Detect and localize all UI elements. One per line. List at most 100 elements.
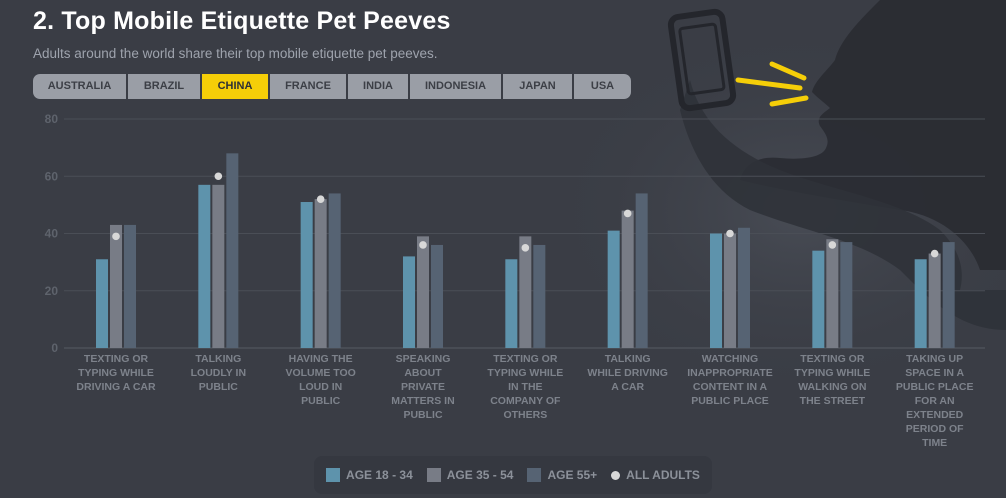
bar[interactable] xyxy=(124,224,136,348)
tab-india[interactable]: INDIA xyxy=(348,74,410,99)
bar[interactable] xyxy=(431,244,443,348)
category-label: PUBLIC xyxy=(199,381,239,393)
category-label: TAKING UP xyxy=(906,353,963,365)
tab-brazil[interactable]: BRAZIL xyxy=(128,74,202,99)
person-silhouette xyxy=(740,0,1006,270)
all-adults-dot[interactable] xyxy=(112,232,120,241)
tab-japan[interactable]: JAPAN xyxy=(503,74,574,99)
category-label: TIME xyxy=(922,437,947,449)
all-adults-dot[interactable] xyxy=(726,229,734,238)
category-label: MATTERS IN xyxy=(391,395,454,407)
legend-item-age-18-34[interactable]: AGE 18 - 34 xyxy=(326,468,413,482)
bar[interactable] xyxy=(96,259,108,348)
category-label: PUBLIC xyxy=(403,409,443,421)
category-label: TEXTING OR xyxy=(800,353,865,365)
bar[interactable] xyxy=(403,256,415,348)
tab-australia[interactable]: AUSTRALIA xyxy=(33,74,128,99)
y-tick-label: 60 xyxy=(45,169,59,183)
page-title: 2. Top Mobile Etiquette Pet Peeves xyxy=(33,7,451,35)
legend: AGE 18 - 34 AGE 35 - 54 AGE 55+ ALL ADUL… xyxy=(314,456,712,494)
category-label: THE STREET xyxy=(800,395,866,407)
bar[interactable] xyxy=(212,184,225,348)
category-label: TALKING xyxy=(605,353,651,365)
page-subtitle: Adults around the world share their top … xyxy=(33,46,438,61)
tab-china[interactable]: CHINA xyxy=(202,74,270,99)
legend-dot-all-adults xyxy=(611,470,621,480)
category-labels: TEXTING OR TYPING WHILE DRIVING A CAR TALKI… xyxy=(76,353,973,449)
all-adults-dot[interactable] xyxy=(930,249,939,258)
bars xyxy=(96,153,955,348)
legend-swatch-age-55-plus xyxy=(527,468,542,482)
category-label: PUBLIC PLACE xyxy=(896,381,974,393)
category-label: A CAR xyxy=(611,381,644,393)
all-adults-dot[interactable] xyxy=(828,241,837,249)
legend-item-all-adults[interactable]: ALL ADULTS xyxy=(611,468,700,482)
bar[interactable] xyxy=(710,233,722,349)
bar[interactable] xyxy=(198,184,211,348)
all-adults-dot[interactable] xyxy=(419,241,427,249)
category-label: TYPING WHILE xyxy=(794,367,870,379)
category-label: COMPANY OF xyxy=(490,395,561,407)
bar[interactable] xyxy=(300,202,313,348)
all-adults-dots xyxy=(112,172,939,258)
category-label: TEXTING OR xyxy=(84,353,149,365)
category-label: WHILE DRIVING xyxy=(587,367,668,379)
all-adults-dot[interactable] xyxy=(316,195,325,203)
bar[interactable] xyxy=(226,153,239,348)
bar[interactable] xyxy=(533,244,546,348)
phone-icon xyxy=(667,8,737,112)
category-label: VOLUME TOO xyxy=(285,367,355,379)
category-label: SPEAKING xyxy=(396,353,451,365)
bar[interactable] xyxy=(417,236,429,348)
sound-lines-icon xyxy=(735,61,809,107)
category-label: TYPING WHILE xyxy=(487,367,563,379)
bar[interactable] xyxy=(812,250,825,348)
bar[interactable] xyxy=(724,233,736,349)
legend-label: AGE 35 - 54 xyxy=(446,468,514,482)
bar[interactable] xyxy=(519,236,532,348)
bar[interactable] xyxy=(914,259,927,348)
bar[interactable] xyxy=(826,239,839,348)
bar[interactable] xyxy=(738,227,750,348)
bar[interactable] xyxy=(110,224,122,348)
category-label: TYPING WHILE xyxy=(78,367,154,379)
bar[interactable] xyxy=(505,259,518,348)
bar[interactable] xyxy=(314,199,327,348)
all-adults-dot[interactable] xyxy=(623,209,632,218)
category-label: EXTENDED xyxy=(906,409,964,421)
category-label: INAPPROPRIATE xyxy=(687,367,773,379)
bar[interactable] xyxy=(328,193,341,348)
legend-swatch-age-18-34 xyxy=(326,468,341,482)
category-label: DRIVING A CAR xyxy=(76,381,156,393)
y-tick-label: 20 xyxy=(45,284,59,298)
all-adults-dot[interactable] xyxy=(214,172,223,181)
bar[interactable] xyxy=(942,242,955,348)
tab-france[interactable]: FRANCE xyxy=(270,74,348,99)
bar[interactable] xyxy=(840,242,853,348)
category-label: OTHERS xyxy=(503,409,547,421)
category-label: IN THE xyxy=(508,381,542,393)
y-tick-label: 80 xyxy=(45,112,59,126)
tab-usa[interactable]: USA xyxy=(574,74,631,99)
category-label: LOUDLY IN xyxy=(191,367,246,379)
category-label: PERIOD OF xyxy=(906,423,964,435)
category-label: WALKING ON xyxy=(798,381,866,393)
category-label: PUBLIC PLACE xyxy=(691,395,769,407)
category-label: WATCHING xyxy=(702,353,758,365)
category-label: TEXTING OR xyxy=(493,353,558,365)
country-tabs: AUSTRALIA BRAZIL CHINA FRANCE INDIA INDO… xyxy=(33,74,631,99)
category-label: ABOUT xyxy=(404,367,442,379)
bar[interactable] xyxy=(621,210,634,348)
category-label: TALKING xyxy=(195,353,241,365)
bar[interactable] xyxy=(928,253,941,348)
legend-item-age-55-plus[interactable]: AGE 55+ xyxy=(527,468,597,482)
category-label: CONTENT IN A xyxy=(693,381,768,393)
tab-indonesia[interactable]: INDONESIA xyxy=(410,74,503,99)
legend-item-age-35-54[interactable]: AGE 35 - 54 xyxy=(426,468,514,482)
all-adults-dot[interactable] xyxy=(521,244,530,252)
category-label: PUBLIC xyxy=(301,395,341,407)
bar[interactable] xyxy=(635,193,648,348)
category-label: FOR AN xyxy=(915,395,955,407)
bar[interactable] xyxy=(607,230,620,348)
